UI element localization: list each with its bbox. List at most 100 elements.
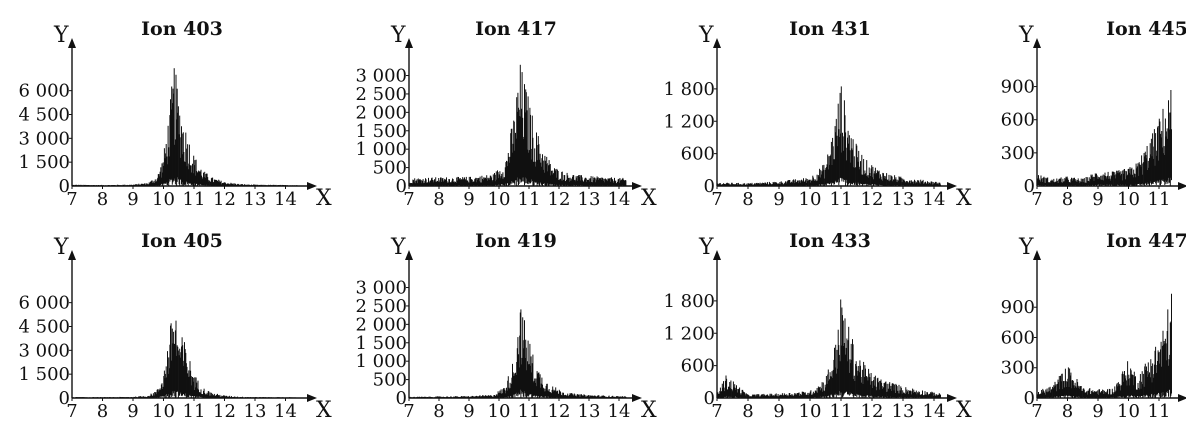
x-tick-label: 9 xyxy=(1092,401,1103,422)
x-axis-label: X xyxy=(316,186,332,211)
y-tick-label: 0 xyxy=(1024,388,1035,409)
x-tick-label: 9 xyxy=(1092,189,1103,210)
x-axis-arrow xyxy=(632,182,642,190)
x-tick-label: 8 xyxy=(433,401,444,422)
series-spikes xyxy=(409,64,627,186)
series-spikes xyxy=(717,299,941,398)
x-tick-label: 11 xyxy=(830,189,853,210)
x-tick-label: 12 xyxy=(548,401,571,422)
x-tick-label: 7 xyxy=(66,189,77,210)
x-tick-label: 9 xyxy=(463,189,474,210)
x-axis-arrow xyxy=(307,394,317,402)
y-tick-label: 1 000 xyxy=(355,351,407,372)
x-tick-label: 11 xyxy=(1148,189,1171,210)
x-tick-label: 14 xyxy=(608,401,631,422)
y-tick-label: 1 800 xyxy=(663,291,715,312)
x-tick-label: 7 xyxy=(711,189,722,210)
y-axis-label: Y xyxy=(390,235,406,260)
y-tick-label: 1 500 xyxy=(355,121,407,142)
y-tick-label: 600 xyxy=(681,356,715,377)
x-tick-label: 10 xyxy=(152,401,175,422)
chart-panel: Y Ion 447 0 300 600 900 7 8 9 10 11 xyxy=(1001,230,1186,422)
x-tick-label: 7 xyxy=(66,401,77,422)
x-tick-label: 8 xyxy=(742,401,753,422)
x-tick-label: 13 xyxy=(244,401,267,422)
chart-title: Ion 445 xyxy=(1106,18,1186,40)
chart-title: Ion 405 xyxy=(141,230,223,252)
series-spikes xyxy=(717,86,941,186)
x-axis-arrow xyxy=(1178,182,1186,190)
y-axis-arrow xyxy=(713,38,721,48)
y-axis-label: Y xyxy=(390,23,406,48)
y-axis-arrow xyxy=(1033,38,1041,48)
y-tick-label: 600 xyxy=(1001,327,1035,348)
y-axis-label: Y xyxy=(53,23,69,48)
x-tick-label: 7 xyxy=(403,189,414,210)
x-tick-label: 11 xyxy=(183,189,206,210)
chart-panel: Y X Ion 433 0 600 1 200 1 800 7 8 9 10 11 12 13 14 xyxy=(663,230,972,423)
x-tick-label: 8 xyxy=(433,189,444,210)
x-tick-label: 11 xyxy=(518,401,541,422)
x-tick-label: 10 xyxy=(488,189,511,210)
chart-title: Ion 403 xyxy=(141,18,223,40)
y-tick-label: 600 xyxy=(681,144,715,165)
x-axis-arrow xyxy=(1178,394,1186,402)
y-tick-label: 900 xyxy=(1001,297,1035,318)
y-tick-label: 6 000 xyxy=(18,81,70,102)
x-axis-label: X xyxy=(956,398,972,423)
x-tick-label: 7 xyxy=(1031,401,1042,422)
x-tick-label: 14 xyxy=(274,401,297,422)
y-axis-arrow xyxy=(68,250,76,260)
chart-panel: Y X Ion 431 0 600 1 200 1 800 7 8 9 10 11 12 13 14 xyxy=(663,18,972,211)
x-tick-label: 9 xyxy=(773,189,784,210)
y-tick-label: 0 xyxy=(704,388,715,409)
x-axis-arrow xyxy=(632,394,642,402)
x-axis-arrow xyxy=(947,182,957,190)
series-spikes xyxy=(72,320,298,398)
x-tick-label: 10 xyxy=(1117,189,1140,210)
series-spikes xyxy=(1037,90,1172,186)
y-tick-label: 0 xyxy=(396,388,407,409)
x-tick-label: 8 xyxy=(1062,401,1073,422)
x-axis-arrow xyxy=(947,394,957,402)
y-tick-label: 3 000 xyxy=(355,278,407,299)
x-axis-label: X xyxy=(956,186,972,211)
x-axis-label: X xyxy=(641,398,657,423)
x-tick-label: 10 xyxy=(488,401,511,422)
chart-title: Ion 431 xyxy=(789,18,871,40)
y-axis-label: Y xyxy=(698,23,714,48)
y-axis-arrow xyxy=(405,250,413,260)
x-tick-label: 13 xyxy=(892,189,915,210)
y-tick-label: 500 xyxy=(373,158,407,179)
x-tick-label: 10 xyxy=(152,189,175,210)
y-tick-label: 0 xyxy=(59,388,70,409)
x-axis-arrow xyxy=(307,182,317,190)
x-tick-label: 10 xyxy=(1117,401,1140,422)
x-tick-label: 8 xyxy=(97,401,108,422)
y-tick-label: 0 xyxy=(396,176,407,197)
y-tick-label: 4 500 xyxy=(18,104,70,125)
x-tick-label: 11 xyxy=(830,401,853,422)
x-tick-label: 12 xyxy=(213,401,236,422)
y-axis-arrow xyxy=(405,38,413,48)
series-spikes xyxy=(1037,293,1172,398)
y-axis-label: Y xyxy=(698,235,714,260)
x-tick-label: 12 xyxy=(861,401,884,422)
chart-title: Ion 447 xyxy=(1106,230,1186,252)
x-tick-label: 8 xyxy=(97,189,108,210)
y-tick-label: 300 xyxy=(1001,143,1035,164)
x-tick-label: 7 xyxy=(711,401,722,422)
y-tick-label: 2 500 xyxy=(355,84,407,105)
x-tick-label: 9 xyxy=(127,189,138,210)
y-tick-label: 1 500 xyxy=(355,333,407,354)
x-tick-label: 12 xyxy=(213,189,236,210)
x-tick-label: 10 xyxy=(799,401,822,422)
y-axis-label: Y xyxy=(1018,23,1034,48)
y-tick-label: 0 xyxy=(59,176,70,197)
y-axis-arrow xyxy=(713,250,721,260)
x-tick-label: 11 xyxy=(518,189,541,210)
x-tick-label: 13 xyxy=(578,189,601,210)
y-tick-label: 300 xyxy=(1001,358,1035,379)
